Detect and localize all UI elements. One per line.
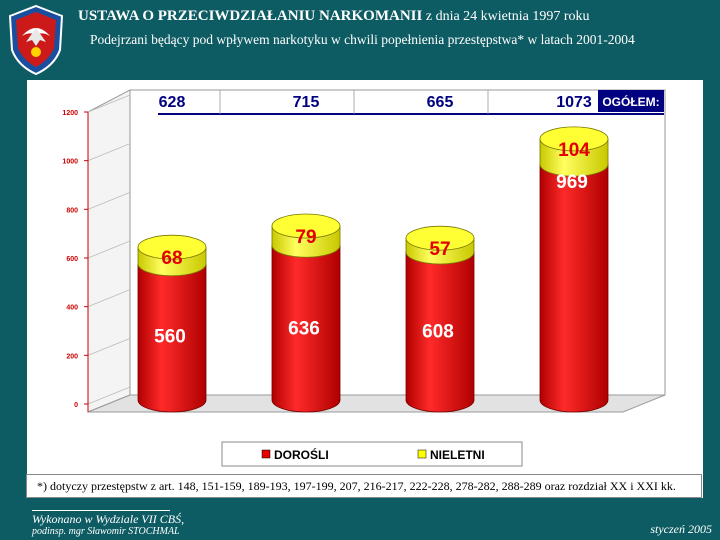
y-tick-label: 800 bbox=[66, 207, 78, 214]
footnote: *) dotyczy przestępstw z art. 148, 151-1… bbox=[26, 474, 702, 498]
y-tick-label: 1200 bbox=[62, 110, 78, 117]
data-label-adults-2003: 608 bbox=[422, 321, 454, 342]
x-tick-label-2004: 2004 bbox=[533, 420, 576, 441]
x-tick-label-2002: 2002 bbox=[265, 420, 307, 441]
bar-top-2003 bbox=[405, 225, 475, 251]
bar-adults-2001 bbox=[137, 263, 207, 413]
gridline-side bbox=[87, 143, 131, 162]
page-subtitle: Podejrzani będący pod wpływem narkotyku … bbox=[90, 32, 635, 47]
total-label-2002: 715 bbox=[293, 94, 320, 111]
footer-author-name: podinsp. mgr Sławomir STOCHMAL bbox=[32, 526, 180, 537]
data-label-adults-2002: 636 bbox=[288, 318, 320, 339]
bar-top-2001 bbox=[137, 234, 207, 260]
chart-side-wall bbox=[87, 89, 131, 413]
data-label-juveniles-2001: 68 bbox=[161, 248, 182, 269]
footer-date: styczeń 2005 bbox=[650, 522, 712, 536]
gridline-side bbox=[87, 94, 131, 113]
bar-top-2002 bbox=[271, 213, 341, 239]
gridline-side bbox=[87, 289, 131, 308]
total-label-2004: 1073 bbox=[556, 94, 592, 111]
bar-top-2004 bbox=[539, 126, 609, 152]
data-label-juveniles-2003: 57 bbox=[429, 239, 450, 260]
gridline-side bbox=[87, 337, 131, 356]
legend-swatch-adults bbox=[261, 449, 271, 459]
x-tick-label-2003: 2003 bbox=[399, 420, 441, 441]
bar-adults-2002 bbox=[271, 244, 341, 413]
y-tick-label: 0 bbox=[74, 402, 78, 409]
totals-label: OGÓŁEM: bbox=[602, 94, 659, 109]
data-label-adults-2001: 560 bbox=[154, 327, 186, 348]
footer-author: Wykonano w Wydziale VII CBŚ, bbox=[32, 510, 185, 526]
data-label-juveniles-2004: 104 bbox=[558, 140, 590, 161]
data-label-juveniles-2002: 79 bbox=[295, 227, 316, 248]
bar-adults-2003 bbox=[405, 251, 475, 413]
data-label-adults-2004: 969 bbox=[556, 172, 588, 193]
y-tick-label: 200 bbox=[66, 353, 78, 360]
legend-label-adults: DOROŚLI bbox=[274, 447, 329, 462]
y-tick-label: 600 bbox=[66, 256, 78, 263]
bar-adults-2004 bbox=[539, 163, 609, 413]
x-tick-label-2001: 2001 bbox=[131, 420, 173, 441]
total-label-2003: 665 bbox=[427, 94, 454, 111]
footer-divider bbox=[32, 510, 170, 511]
legend-box bbox=[221, 441, 523, 467]
gridline-side bbox=[87, 240, 131, 259]
y-tick-label: 400 bbox=[66, 305, 78, 312]
gridline-side bbox=[87, 386, 131, 405]
police-emblem-logo bbox=[8, 4, 64, 76]
legend-label-juveniles: NIELETNI bbox=[430, 448, 485, 462]
total-label-2001: 628 bbox=[159, 94, 186, 111]
gridline-side bbox=[87, 191, 131, 210]
y-tick-label: 1000 bbox=[62, 159, 78, 166]
legend-swatch-juveniles bbox=[417, 449, 427, 459]
totals-label-box bbox=[598, 90, 664, 112]
page-title: USTAWA O PRZECIWDZIAŁANIU NARKOMANII z d… bbox=[78, 8, 590, 24]
